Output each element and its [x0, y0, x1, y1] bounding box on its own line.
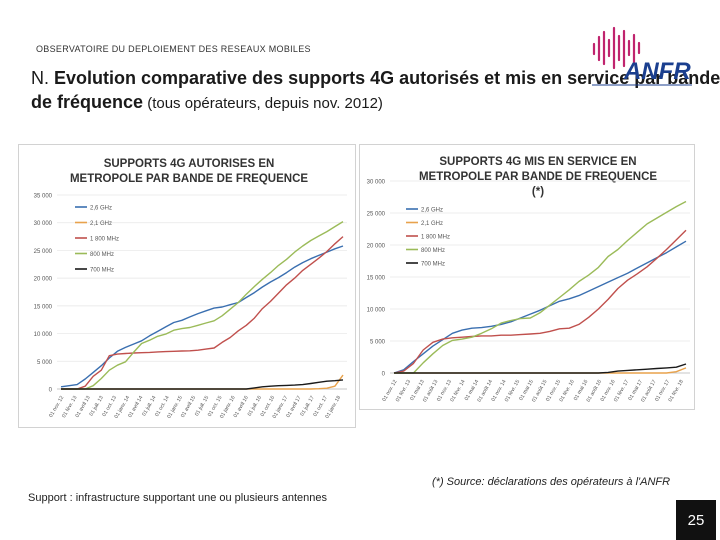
y-tick-label: 10 000 [34, 332, 53, 338]
legend-label: 2,1 GHz [90, 221, 112, 227]
legend-label: 700 MHz [421, 262, 445, 268]
y-tick-label: 25 000 [367, 212, 386, 218]
legend-label: 1 800 MHz [90, 237, 119, 243]
y-tick-label: 10 000 [367, 308, 386, 314]
y-tick-label: 15 000 [34, 304, 53, 310]
chart-panel-authorized: SUPPORTS 4G AUTORISES EN METROPOLE PAR BA… [18, 144, 356, 428]
support-definition: Support : infrastructure supportant une … [28, 492, 328, 504]
anfr-logo: ANFR [588, 22, 696, 90]
series-line [394, 363, 687, 374]
chart-title-line: METROPOLE PAR BANDE DE FREQUENCE [419, 171, 657, 183]
y-tick-label: 20 000 [34, 277, 53, 283]
legend-label: 2,6 GHz [421, 208, 443, 214]
legend-label: 1 800 MHz [421, 235, 450, 241]
page-number: 25 [676, 500, 716, 540]
legend-label: 2,1 GHz [421, 221, 443, 227]
y-tick-label: 30 000 [367, 180, 386, 186]
page-title: N. Evolution comparative des supports 4G… [31, 66, 720, 116]
chart-panel-in-service: SUPPORTS 4G MIS EN SERVICE EN METROPOLE P… [359, 144, 695, 410]
series-line [393, 229, 687, 374]
chart-in-service-supports: SUPPORTS 4G MIS EN SERVICE EN METROPOLE P… [367, 156, 690, 403]
y-tick-label: 20 000 [367, 244, 386, 250]
y-tick-label: 35 000 [34, 194, 53, 200]
legend-label: 800 MHz [421, 248, 445, 254]
chart-title-line: SUPPORTS 4G AUTORISES EN [104, 158, 275, 170]
legend-label: 800 MHz [90, 252, 114, 258]
section-label: OBSERVATOIRE DU DEPLOIEMENT DES RESEAUX … [36, 44, 311, 54]
series-line [61, 236, 344, 390]
chart-title-line: SUPPORTS 4G MIS EN SERVICE EN [439, 156, 636, 168]
series-line [61, 221, 344, 390]
title-subtitle: (tous opérateurs, depuis nov. 2012) [143, 95, 383, 112]
chart-title-line: (*) [532, 186, 544, 198]
chart-title-line: METROPOLE PAR BANDE DE FREQUENCE [70, 173, 308, 185]
series-line [394, 367, 687, 374]
y-tick-label: 25 000 [34, 249, 53, 255]
y-tick-label: 30 000 [34, 221, 53, 227]
source-footnote: (*) Source: déclarations des opérateurs … [432, 476, 671, 488]
y-tick-label: 0 [49, 388, 53, 394]
title-main: Evolution comparative des supports 4G au… [31, 68, 720, 112]
legend-label: 700 MHz [90, 268, 114, 274]
series-line [61, 379, 344, 390]
y-tick-label: 5 000 [37, 360, 53, 366]
y-tick-label: 15 000 [367, 276, 386, 282]
title-prefix: N. [31, 68, 55, 88]
series-line [394, 200, 687, 374]
chart-authorized-supports: SUPPORTS 4G AUTORISES EN METROPOLE PAR BA… [34, 158, 347, 420]
legend-label: 2,6 GHz [90, 206, 112, 212]
y-tick-label: 5 000 [370, 340, 386, 346]
logo-wordmark: ANFR [623, 58, 691, 85]
y-tick-label: 0 [382, 372, 386, 378]
anfr-logo-graphic: ANFR [592, 26, 692, 86]
